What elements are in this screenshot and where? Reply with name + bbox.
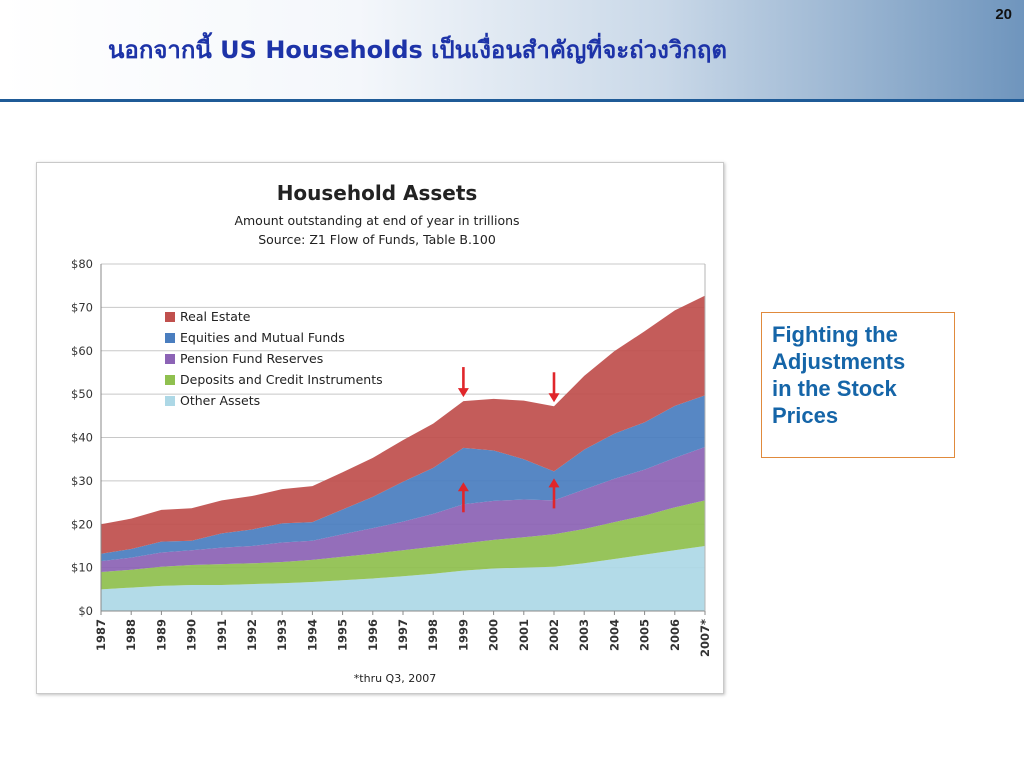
arrow-head [457,482,469,492]
x-tick-label: 1990 [185,619,199,651]
legend-label: Deposits and Credit Instruments [180,372,383,387]
x-tick-label: 1987 [94,619,108,651]
x-tick-label: 2004 [607,619,621,651]
area-deposits-and-credit-instruments [101,500,705,590]
y-tick-label: $80 [71,257,93,271]
chart-legend: Real Estate Equities and Mutual Funds Pens… [165,309,383,408]
area-real-estate [101,295,705,554]
x-tick-label: 1997 [396,619,410,651]
stacked-areas [101,295,705,611]
y-tick-label: $30 [71,474,93,488]
arrow-head [548,478,560,488]
legend-label: Real Estate [180,309,251,324]
chart-title: Household Assets [277,181,478,205]
page-number: 20 [995,6,1012,23]
x-tick-label: 1992 [245,619,259,651]
x-tick-label: 1988 [124,619,138,651]
annotation-arrows [457,367,560,513]
legend-swatch [165,333,175,343]
y-tick-label: $50 [71,387,93,401]
chart-subtitle-2: Source: Z1 Flow of Funds, Table B.100 [258,232,496,247]
x-tick-label: 2001 [517,619,531,651]
legend-label: Pension Fund Reserves [180,351,323,366]
x-tick-label: 2003 [577,619,591,651]
area-pension-fund-reserves [101,447,705,572]
y-tick-label: $40 [71,431,93,445]
x-tick-label: 1993 [275,619,289,651]
x-tick-label: 1995 [336,619,350,651]
x-tick-label: 1998 [426,619,440,651]
header-rule [0,99,1024,102]
chart-frame: Household Assets Amount outstanding at e… [36,162,724,694]
x-tick-label: 1999 [456,619,470,651]
callout-line-3: in the Stock [772,376,897,401]
arrow-head [548,393,560,403]
arrow-head [457,388,469,398]
callout-line-4: Prices [772,403,839,428]
legend-swatch [165,354,175,364]
slide-title: นอกจากนี้ US Households เป็นเงื่อนสำคัญท… [108,36,727,64]
x-tick-label: 2007* [698,619,712,657]
area-other-assets [101,545,705,611]
x-tick-label: 1989 [154,619,168,651]
callout-line-1: Fighting the [772,322,898,347]
x-tick-label: 2000 [487,619,501,651]
chart-footnote: *thru Q3, 2007 [354,672,436,685]
x-tick-label: 2005 [638,619,652,651]
callout-box: Fighting the Adjustments in the Stock Pr… [761,312,955,458]
household-assets-chart: Household Assets Amount outstanding at e… [71,181,712,685]
y-tick-labels: $0 $10 $20 $30 $40 $50 $60 $70 $80 [71,257,93,618]
y-tick-label: $20 [71,517,93,531]
x-tick-label: 1991 [215,619,229,651]
chart-subtitle-1: Amount outstanding at end of year in tri… [234,213,519,228]
y-tick-label: $0 [78,604,93,618]
callout-line-2: Adjustments [772,349,906,374]
legend-swatch [165,312,175,322]
legend-label: Other Assets [180,393,260,408]
x-tick-label: 2006 [668,619,682,651]
legend-label: Equities and Mutual Funds [180,330,345,345]
up-arrow [548,478,560,509]
x-tick-label: 1996 [366,619,380,651]
down-arrow [457,367,469,398]
y-tick-label: $10 [71,561,93,575]
x-tick-labels: 1987 1988 1989 1990 1991 1992 1993 1994 1995 1996… [94,611,712,657]
x-tick-label: 1994 [305,619,319,651]
x-tick-label: 2002 [547,619,561,651]
legend-swatch [165,396,175,406]
y-tick-label: $60 [71,344,93,358]
legend-swatch [165,375,175,385]
y-tick-label: $70 [71,300,93,314]
up-arrow [457,482,469,513]
down-arrow [548,372,560,403]
header-band [0,0,1024,100]
area-equities-and-mutual-funds [101,395,705,562]
